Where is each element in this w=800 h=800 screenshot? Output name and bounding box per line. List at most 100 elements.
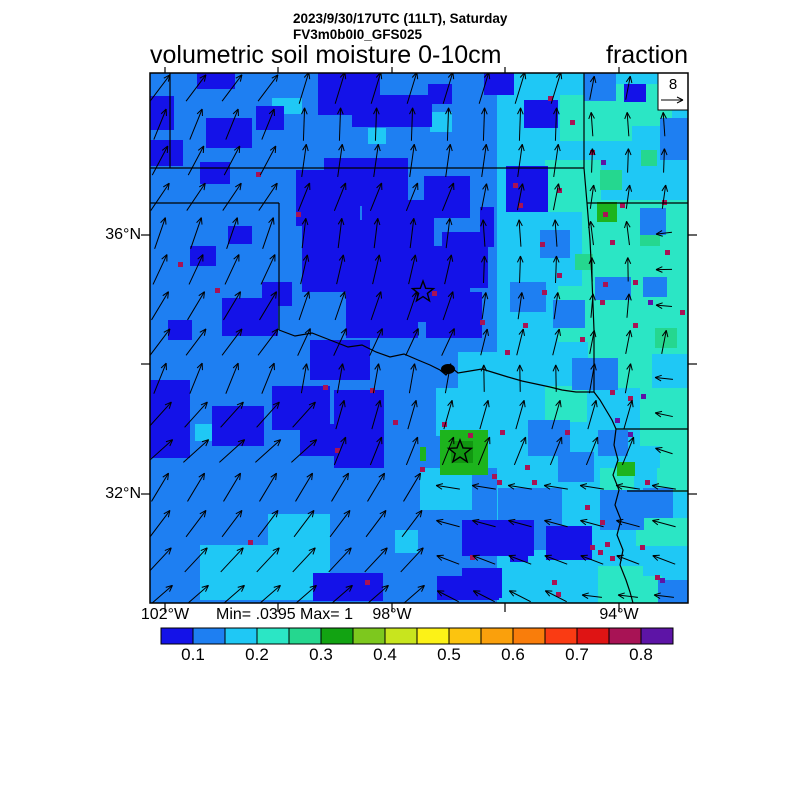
- lon-label: 94°W: [599, 606, 639, 623]
- moisture-cell: [546, 526, 592, 560]
- high-moisture-speck: [603, 282, 608, 287]
- moisture-cell: [150, 140, 183, 166]
- high-moisture-speck: [641, 394, 646, 399]
- moisture-cell: [272, 386, 330, 430]
- high-moisture-speck: [500, 430, 505, 435]
- moisture-cell: [600, 170, 622, 190]
- moisture-cell: [575, 254, 593, 270]
- high-moisture-speck: [628, 432, 633, 437]
- moisture-cell: [324, 158, 408, 206]
- model-title: FV3m0b0I0_GFS025: [293, 27, 423, 42]
- high-moisture-speck: [556, 592, 561, 597]
- moisture-cell: [195, 424, 212, 441]
- high-moisture-speck: [601, 160, 606, 165]
- colorbar-segment: [416, 627, 450, 645]
- colorbar-segment: [160, 627, 194, 645]
- moisture-cell: [617, 462, 635, 476]
- colorbar-tick-label: 0.1: [181, 645, 205, 664]
- moisture-cell: [212, 406, 264, 446]
- moisture-cell: [300, 424, 340, 456]
- moisture-cell: [553, 300, 585, 328]
- colorbar-segment: [352, 627, 386, 645]
- colorbar: [160, 627, 674, 645]
- minmax-stats: Min= .0395 Max= 1: [216, 606, 353, 623]
- colorbar-segment: [480, 627, 514, 645]
- red-river: [278, 329, 594, 393]
- high-moisture-speck: [296, 212, 301, 217]
- moisture-cell: [524, 100, 558, 128]
- high-moisture-speck: [540, 242, 545, 247]
- map-raster: 8: [150, 73, 688, 603]
- moisture-cell: [480, 207, 494, 247]
- high-moisture-speck: [432, 291, 437, 296]
- colorbar-segment: [448, 627, 482, 645]
- high-moisture-speck: [370, 388, 375, 393]
- map-frame: [149, 72, 689, 604]
- high-moisture-speck: [610, 240, 615, 245]
- high-moisture-speck: [633, 280, 638, 285]
- moisture-cell: [395, 530, 418, 553]
- high-moisture-speck: [610, 390, 615, 395]
- moisture-cell: [624, 84, 646, 102]
- high-moisture-speck: [570, 120, 575, 125]
- lat-label: 32°N: [105, 485, 141, 502]
- moisture-cell: [228, 226, 252, 244]
- moisture-cell: [643, 488, 673, 518]
- moisture-cell: [506, 166, 548, 212]
- high-moisture-speck: [665, 250, 670, 255]
- high-moisture-speck: [600, 520, 605, 525]
- moisture-cell: [584, 73, 616, 101]
- reference-vector-box: [657, 73, 688, 111]
- moisture-cell: [458, 352, 498, 390]
- moisture-cell: [428, 84, 452, 104]
- lake-texoma: [441, 364, 455, 374]
- colorbar-segment: [640, 627, 674, 645]
- high-moisture-speck: [468, 433, 473, 438]
- moisture-cell: [533, 562, 583, 588]
- high-moisture-speck: [600, 300, 605, 305]
- moisture-cell: [641, 150, 657, 166]
- high-moisture-speck: [590, 545, 595, 550]
- moisture-cell: [256, 106, 284, 130]
- axis-ticks: [141, 67, 697, 612]
- high-moisture-speck: [532, 480, 537, 485]
- colorbar-tick-label: 0.3: [309, 645, 333, 664]
- high-moisture-speck: [605, 542, 610, 547]
- high-moisture-speck: [518, 203, 523, 208]
- high-moisture-speck: [598, 550, 603, 555]
- colorbar-segment: [192, 627, 226, 645]
- moisture-cell: [643, 546, 687, 576]
- moisture-cell: [368, 128, 386, 144]
- moisture-cell: [510, 282, 546, 312]
- high-moisture-speck: [660, 578, 665, 583]
- moisture-cell: [595, 277, 631, 300]
- high-moisture-speck: [548, 96, 553, 101]
- city-star-okc: [410, 278, 436, 303]
- moisture-cell: [655, 328, 677, 348]
- colorbar-tick-label: 0.4: [373, 645, 397, 664]
- moisture-cell: [643, 277, 667, 297]
- high-moisture-speck: [610, 556, 615, 561]
- moisture-cell: [451, 441, 473, 463]
- moisture-cell: [310, 340, 370, 380]
- moisture-cell: [334, 390, 384, 468]
- reference-vector-value: 8: [669, 76, 677, 93]
- high-moisture-speck: [480, 320, 485, 325]
- high-moisture-speck: [640, 545, 645, 550]
- colorbar-segment: [288, 627, 322, 645]
- colorbar-segment: [384, 627, 418, 645]
- high-moisture-speck: [565, 430, 570, 435]
- high-moisture-speck: [645, 480, 650, 485]
- moisture-cell: [436, 388, 498, 436]
- high-moisture-speck: [585, 505, 590, 510]
- high-moisture-speck: [552, 580, 557, 585]
- high-moisture-speck: [557, 188, 562, 193]
- high-moisture-speck: [655, 575, 660, 580]
- moisture-cell: [528, 420, 570, 456]
- high-moisture-speck: [256, 172, 261, 177]
- colorbar-segment: [224, 627, 258, 645]
- moisture-cell: [658, 580, 688, 603]
- moisture-cell: [484, 73, 514, 95]
